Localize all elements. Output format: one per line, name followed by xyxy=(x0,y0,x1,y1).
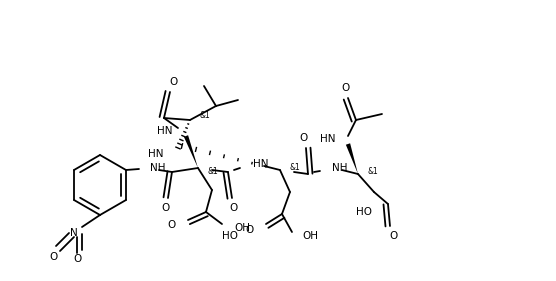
Text: HN: HN xyxy=(157,126,173,136)
Text: O: O xyxy=(162,203,170,213)
Text: &1: &1 xyxy=(200,112,211,121)
Text: HN: HN xyxy=(148,149,164,159)
Polygon shape xyxy=(184,135,198,168)
Text: O: O xyxy=(246,225,254,235)
Text: N: N xyxy=(70,228,78,238)
Text: HN: HN xyxy=(253,159,269,169)
Text: O: O xyxy=(74,254,82,264)
Text: &1: &1 xyxy=(208,167,219,176)
Text: NH: NH xyxy=(150,163,166,173)
Text: OH: OH xyxy=(302,231,318,241)
Text: HO: HO xyxy=(222,231,238,241)
Text: HO: HO xyxy=(356,207,372,217)
Text: O: O xyxy=(230,203,238,213)
Polygon shape xyxy=(346,143,358,174)
Text: O: O xyxy=(168,220,176,230)
Text: O: O xyxy=(300,133,308,143)
Text: O: O xyxy=(390,231,398,241)
Text: O: O xyxy=(170,77,178,87)
Text: O: O xyxy=(342,83,350,93)
Text: &1: &1 xyxy=(290,162,301,171)
Text: OH: OH xyxy=(234,223,250,233)
Text: &1: &1 xyxy=(368,167,379,176)
Text: HN: HN xyxy=(320,134,336,144)
Text: NH: NH xyxy=(332,163,348,173)
Text: O: O xyxy=(50,252,58,262)
